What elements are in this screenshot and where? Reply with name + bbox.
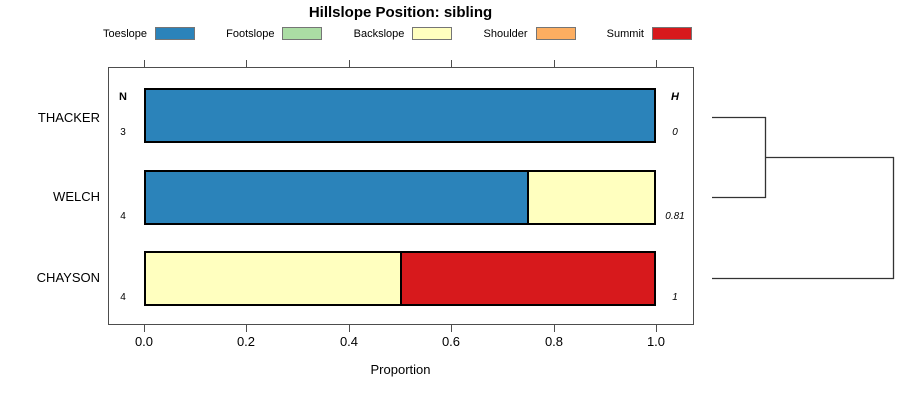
bar-welch-seg-toeslope <box>146 172 527 223</box>
bottom-tick-2 <box>349 325 350 332</box>
top-tick-1 <box>246 60 247 67</box>
row-label-thacker: THACKER <box>37 110 100 125</box>
x-tick-label-5: 1.0 <box>646 334 666 349</box>
n-value-thacker: 3 <box>120 127 126 138</box>
bottom-tick-0 <box>144 325 145 332</box>
legend-item-shoulder: Shoulder <box>484 27 576 40</box>
row-label-chayson: CHAYSON <box>36 270 100 285</box>
h-value-thacker: 0 <box>672 127 678 138</box>
legend: Toeslope Footslope Backslope Shoulder Su… <box>103 25 692 42</box>
shoulder-swatch-icon <box>535 27 576 40</box>
bar-welch <box>144 170 656 225</box>
x-tick-label-0: 0.0 <box>134 334 154 349</box>
legend-label-summit: Summit <box>606 27 644 40</box>
legend-label-shoulder: Shoulder <box>483 27 528 40</box>
legend-label-backslope: Backslope <box>353 27 405 40</box>
legend-label-toeslope: Toeslope <box>103 27 148 40</box>
legend-item-backslope: Backslope <box>354 27 453 40</box>
legend-item-footslope: Footslope <box>226 27 323 40</box>
n-value-welch: 4 <box>120 211 126 222</box>
top-tick-2 <box>349 60 350 67</box>
x-tick-label-2: 0.4 <box>339 334 359 349</box>
row-label-welch: WELCH <box>53 189 100 204</box>
chart-title: Hillslope Position: sibling <box>308 4 493 21</box>
legend-label-footslope: Footslope <box>226 27 275 40</box>
legend-item-summit: Summit <box>607 27 692 40</box>
backslope-swatch-icon <box>412 27 453 40</box>
summit-swatch-icon <box>651 27 692 40</box>
bottom-tick-4 <box>554 325 555 332</box>
footslope-swatch-icon <box>282 27 323 40</box>
bottom-tick-1 <box>246 325 247 332</box>
h-value-welch: 0.81 <box>665 211 685 222</box>
bottom-tick-5 <box>656 325 657 332</box>
x-tick-label-4: 0.8 <box>544 334 564 349</box>
n-value-chayson: 4 <box>120 292 126 303</box>
top-tick-0 <box>144 60 145 67</box>
top-tick-3 <box>451 60 452 67</box>
legend-item-toeslope: Toeslope <box>103 27 196 40</box>
toeslope-swatch-icon <box>155 27 196 40</box>
x-tick-label-3: 0.6 <box>441 334 461 349</box>
bar-chayson-seg-backslope <box>146 253 400 304</box>
h-column-header: H <box>671 91 679 103</box>
top-tick-4 <box>554 60 555 67</box>
bar-chayson <box>144 251 656 306</box>
plot-area-border <box>108 67 694 325</box>
x-axis-title: Proportion <box>370 362 431 377</box>
bar-welch-seg-backslope <box>527 172 654 223</box>
x-tick-label-1: 0.2 <box>236 334 256 349</box>
top-tick-5 <box>656 60 657 67</box>
bar-chayson-seg-summit <box>400 253 654 304</box>
n-column-header: N <box>119 91 127 103</box>
bottom-tick-3 <box>451 325 452 332</box>
bar-thacker <box>144 88 656 143</box>
bar-thacker-seg-toeslope <box>146 90 654 141</box>
h-value-chayson: 1 <box>672 292 678 303</box>
